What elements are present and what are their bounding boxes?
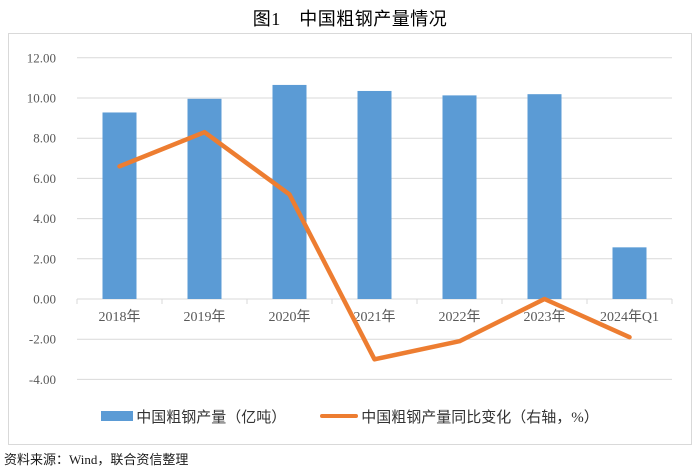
bar-2022年	[442, 95, 477, 300]
y-axis-tick-label: -4.00	[29, 372, 56, 387]
legend-line-swatch	[320, 413, 359, 419]
chart-title: 图1 中国粗钢产量情况	[252, 9, 448, 29]
legend-label-production: 中国粗钢产量（亿吨）	[136, 409, 287, 426]
x-axis-label: 2018年	[99, 309, 141, 325]
y-axis-tick-label: 6.00	[33, 171, 56, 186]
bar-2019年	[187, 98, 222, 299]
y-axis-tick-label: 4.00	[33, 211, 56, 226]
x-axis-label: 2023年	[524, 309, 566, 325]
yoy-trend-line	[117, 129, 632, 362]
y-axis-tick-label: 12.00	[27, 50, 56, 65]
bar-2018年	[102, 112, 137, 299]
y-axis-tick-label: 0.00	[33, 292, 56, 307]
x-axis-label: 2019年	[184, 309, 226, 325]
chart-canvas: 12.00 10.00 8.00 6.00 4.00 2.00 0.00 -2.00 -4.00…	[27, 50, 673, 387]
bar-2023年	[527, 94, 562, 299]
x-axis-label: 2022年	[439, 309, 481, 325]
x-axis-label: 2021年	[354, 309, 396, 325]
y-axis-tick-label: -2.00	[29, 332, 56, 347]
legend-label-yoy-change: 中国粗钢产量同比变化（右轴，%）	[361, 409, 599, 426]
x-axis-label: 2020年	[269, 309, 311, 325]
x-axis-label: 2024年Q1	[600, 309, 659, 325]
chart-legend: 中国粗钢产量（亿吨） 中国粗钢产量同比变化（右轴，%）	[9, 405, 691, 427]
legend-item-production: 中国粗钢产量（亿吨）	[101, 406, 286, 427]
source-note: 资料来源：Wind，联合资信整理	[4, 452, 189, 467]
legend-item-yoy-change: 中国粗钢产量同比变化（右轴，%）	[320, 406, 599, 427]
bar-2024年Q1	[612, 247, 647, 299]
y-axis-tick-label: 10.00	[27, 91, 56, 106]
bar-2021年	[357, 90, 392, 299]
y-axis-tick-label: 2.00	[33, 251, 56, 266]
y-axis-tick-label: 8.00	[33, 131, 56, 146]
chart-area: 12.00 10.00 8.00 6.00 4.00 2.00 0.00 -2.00 -4.00…	[8, 33, 692, 445]
legend-bar-swatch	[101, 411, 134, 421]
